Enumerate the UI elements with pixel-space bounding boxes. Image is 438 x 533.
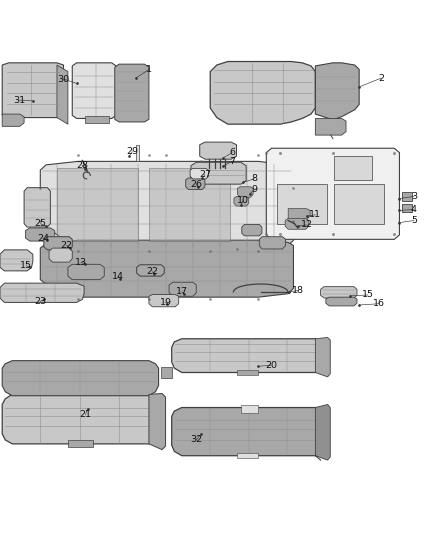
Text: 9: 9 [251,185,257,195]
Polygon shape [219,167,223,171]
Polygon shape [237,453,258,458]
Polygon shape [0,283,84,302]
Text: 8: 8 [251,174,257,183]
Polygon shape [2,361,159,395]
Polygon shape [49,248,72,262]
Text: 31: 31 [14,95,26,104]
Polygon shape [266,148,399,239]
Polygon shape [2,394,159,444]
Text: 15: 15 [20,261,32,270]
Polygon shape [208,167,212,171]
Text: 3: 3 [411,192,417,201]
Polygon shape [169,282,196,296]
Polygon shape [234,197,249,206]
Text: 29: 29 [126,147,138,156]
Text: 27: 27 [199,170,211,179]
Text: 16: 16 [373,299,385,308]
Text: 24: 24 [37,233,49,243]
Polygon shape [57,167,138,241]
Text: 17: 17 [176,287,188,296]
Polygon shape [242,224,262,236]
Text: 28: 28 [76,161,88,170]
Text: 21: 21 [79,410,92,419]
Text: 22: 22 [60,241,73,250]
Polygon shape [137,265,164,276]
Text: 32: 32 [190,435,202,444]
Polygon shape [326,297,357,306]
Text: 1: 1 [146,65,152,74]
Text: 15: 15 [362,290,374,300]
Text: 11: 11 [309,211,321,219]
Text: 2: 2 [378,74,384,83]
Polygon shape [277,184,327,223]
Polygon shape [334,156,372,180]
Text: 18: 18 [292,286,304,295]
Polygon shape [200,142,237,159]
Polygon shape [40,240,293,297]
Polygon shape [191,162,246,184]
Text: 23: 23 [34,297,46,306]
Text: 4: 4 [411,205,417,214]
Polygon shape [241,405,258,413]
Polygon shape [68,264,104,280]
Polygon shape [315,118,346,135]
Text: 7: 7 [229,157,235,166]
Text: 5: 5 [411,216,417,225]
Polygon shape [72,63,116,118]
Polygon shape [149,295,179,307]
Text: 25: 25 [34,219,46,228]
Polygon shape [2,114,24,126]
Text: 26: 26 [190,180,202,189]
Polygon shape [0,250,33,271]
Polygon shape [210,61,315,124]
Polygon shape [161,367,172,378]
Polygon shape [149,167,230,241]
Text: 10: 10 [237,196,249,205]
Polygon shape [149,393,166,449]
Polygon shape [85,116,109,123]
Polygon shape [40,161,293,249]
Polygon shape [214,167,217,171]
Text: 6: 6 [229,148,235,157]
Polygon shape [2,63,64,118]
Polygon shape [402,192,412,201]
Polygon shape [115,64,149,122]
Polygon shape [402,204,412,212]
Polygon shape [172,408,324,456]
Text: 20: 20 [265,360,278,369]
Polygon shape [334,184,384,223]
Polygon shape [57,65,68,124]
Text: 22: 22 [146,267,159,276]
Polygon shape [237,370,258,375]
Polygon shape [285,219,309,229]
Text: 30: 30 [57,75,70,84]
Polygon shape [24,188,50,227]
Polygon shape [190,168,208,179]
Polygon shape [237,187,253,197]
Polygon shape [321,287,357,298]
Polygon shape [288,209,310,219]
Text: 19: 19 [159,298,172,307]
Polygon shape [25,228,55,241]
Polygon shape [259,237,286,249]
Text: 13: 13 [75,257,87,266]
Polygon shape [315,337,330,377]
Polygon shape [315,405,330,460]
Polygon shape [172,339,324,373]
Polygon shape [315,63,359,120]
Polygon shape [136,145,139,161]
Text: 14: 14 [112,272,124,281]
Polygon shape [186,178,205,189]
Polygon shape [68,440,93,447]
Polygon shape [44,237,72,250]
Text: 12: 12 [300,220,313,229]
